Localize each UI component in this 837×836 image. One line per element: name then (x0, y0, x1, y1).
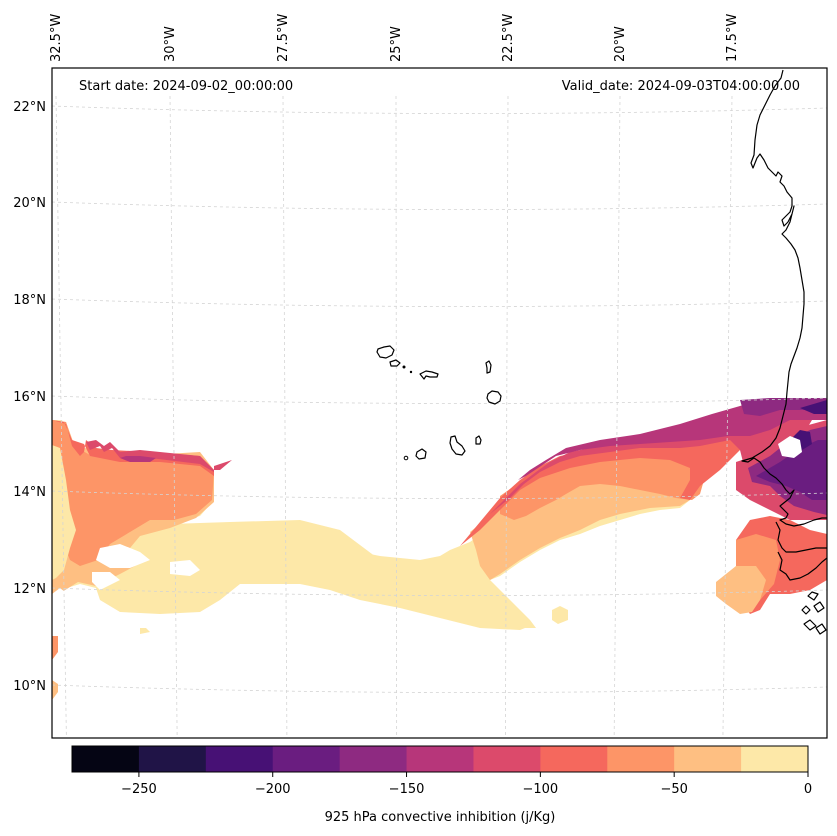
colorbar-bin (406, 746, 474, 772)
cape-verde-santo-antao (376, 345, 395, 359)
meridian-gridline (505, 95, 509, 738)
colorbar-bin (674, 746, 742, 772)
parallel-gridline (52, 587, 827, 596)
latitude-tick-label: 16°N (13, 390, 46, 405)
longitude-tick-label: 32.5°W (49, 14, 64, 62)
colorbar-bin (473, 746, 541, 772)
cape-verde-santiago (449, 435, 466, 456)
cape-verde-sal (485, 360, 492, 374)
latitude-tick-label: 10°N (13, 679, 46, 694)
meridian-gridline (395, 95, 398, 738)
longitude-tick-label: 25°W (389, 26, 404, 62)
cin-contour-region (790, 400, 827, 450)
colorbar-bin (72, 746, 140, 772)
longitude-tick-label: 22.5°W (501, 14, 516, 62)
colorbar-bin (540, 746, 608, 772)
colorbar-ticks: −250 −200 −150 −100 −50 0 (121, 772, 812, 797)
cape-verde-sao-nicolau (419, 370, 439, 380)
cin-contour-region (552, 606, 568, 624)
cin-contour-region (170, 560, 200, 576)
cin-contour-region (756, 440, 827, 500)
colorbar-tick-label: −250 (121, 782, 157, 797)
colorbar-bins (72, 746, 809, 772)
cin-contour-region (86, 440, 232, 472)
meridian-gridline (55, 95, 67, 738)
parallel-gridline (52, 490, 827, 499)
cin-contour-region (460, 418, 750, 546)
colorbar-tick-label: −100 (523, 782, 559, 797)
coastlines (376, 69, 827, 635)
cin-contour-region (778, 436, 802, 458)
colorbar-tick-label: 0 (804, 782, 812, 797)
valid-date-label: Valid_date: 2024-09-03T04:00:00.00 (562, 79, 800, 94)
colorbar-bin (205, 746, 274, 772)
guinea-bissau-coastline (777, 551, 827, 581)
africa-coastline (741, 69, 827, 527)
colorbar-bin (272, 746, 341, 772)
colorbar-frame (71, 745, 809, 773)
meridian-gridline (282, 95, 288, 738)
cin-contour-fields (52, 398, 827, 700)
cin-contour-region (140, 628, 150, 634)
parallel-gridline (52, 298, 827, 307)
cin-contour-region (92, 572, 120, 590)
cape-verde-maio (475, 435, 482, 445)
colorbar-tick-label: −200 (255, 782, 291, 797)
colorbar-label: 925 hPa convective inhibition (j/Kg) (325, 810, 556, 825)
cape-verde-boa-vista (486, 390, 502, 405)
longitude-tick-label: 30°W (163, 26, 178, 62)
meridian-gridline (722, 95, 733, 738)
colorbar-bin (138, 746, 207, 772)
gridlines (52, 95, 827, 738)
cape-verde-brava (403, 455, 409, 461)
latitude-tick-label: 18°N (13, 293, 46, 308)
colorbar-tick-label: −50 (660, 782, 687, 797)
colorbar-bin (741, 746, 809, 772)
latitude-tick-labels: 22°N 20°N 18°N 16°N 14°N 12°N 10°N (13, 100, 46, 694)
cin-contour-region (52, 445, 76, 580)
cin-contour-region (52, 420, 214, 476)
gambia-coastline (775, 521, 827, 553)
cape-verde-fogo (415, 448, 427, 460)
colorbar: −250 −200 −150 −100 −50 0 925 hPa convective … (71, 745, 812, 825)
cape-verde-raso (409, 370, 413, 374)
cin-contour-region (518, 398, 827, 480)
meridian-gridline (613, 95, 621, 738)
longitude-tick-label: 17.5°W (725, 14, 740, 62)
cin-contour-region (500, 452, 704, 520)
cin-contour-region (52, 588, 70, 606)
latitude-tick-label: 22°N (13, 100, 46, 115)
cape-verde-sao-vicente (389, 359, 401, 367)
latitude-tick-label: 20°N (13, 196, 46, 211)
cin-contour-region (96, 544, 150, 568)
colorbar-bin (607, 746, 675, 772)
map-frame (51, 67, 828, 739)
parallel-gridline (52, 684, 827, 693)
cin-contour-region (52, 636, 58, 660)
map-content (52, 69, 827, 738)
longitude-tick-labels: 32.5°W 30°W 27.5°W 25°W 22.5°W 20°W 17.5°W (49, 14, 740, 62)
latitude-tick-label: 14°N (13, 485, 46, 500)
bijagos-islands (801, 591, 827, 635)
cin-contour-region (740, 398, 827, 416)
longitude-tick-label: 27.5°W (276, 14, 291, 62)
meridian-gridline (169, 95, 178, 738)
cape-verde-santa-luzia (402, 365, 406, 369)
latitude-tick-label: 12°N (13, 582, 46, 597)
start-date-label: Start date: 2024-09-02_00:00:00 (79, 79, 293, 94)
parallel-gridline (52, 105, 827, 114)
map-background (52, 68, 827, 738)
colorbar-tick-label: −150 (389, 782, 425, 797)
cin-contour-region (716, 566, 766, 614)
parallel-gridline (52, 201, 827, 210)
colorbar-bin (339, 746, 408, 772)
longitude-tick-label: 20°W (613, 26, 628, 62)
parallel-gridline (52, 395, 827, 404)
cin-contour-region (120, 456, 156, 462)
